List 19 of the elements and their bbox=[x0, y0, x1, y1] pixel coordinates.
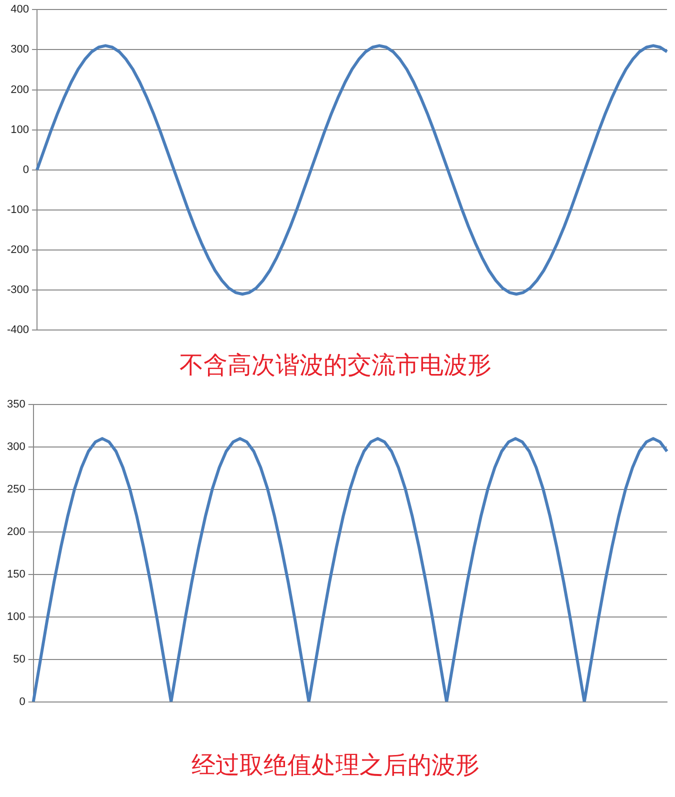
y-tick-label: -200 bbox=[6, 244, 30, 256]
y-tick-label: 100 bbox=[6, 610, 26, 623]
y-tick-label: 400 bbox=[10, 4, 30, 16]
y-tick-label: -300 bbox=[6, 284, 30, 296]
y-tick-label: 50 bbox=[13, 653, 26, 666]
y-tick-label: -400 bbox=[6, 324, 30, 336]
text: 不含高次谐波的交流市电波形 bbox=[180, 350, 492, 379]
y-tick-label: 0 bbox=[22, 164, 30, 176]
y-tick-label: 200 bbox=[6, 526, 26, 538]
y-tick-label: 250 bbox=[6, 484, 26, 496]
text: 经过取绝值处理之后的波形 bbox=[192, 750, 480, 779]
y-tick-label: 350 bbox=[6, 398, 26, 411]
y-tick-label: 150 bbox=[6, 568, 26, 580]
y-tick-label: 300 bbox=[10, 44, 30, 56]
y-tick-label: -100 bbox=[6, 204, 30, 216]
y-tick-label: 100 bbox=[10, 124, 30, 136]
y-tick-label: 300 bbox=[6, 441, 26, 454]
y-tick-label: 200 bbox=[10, 84, 30, 96]
y-tick-label: 0 bbox=[19, 696, 26, 708]
